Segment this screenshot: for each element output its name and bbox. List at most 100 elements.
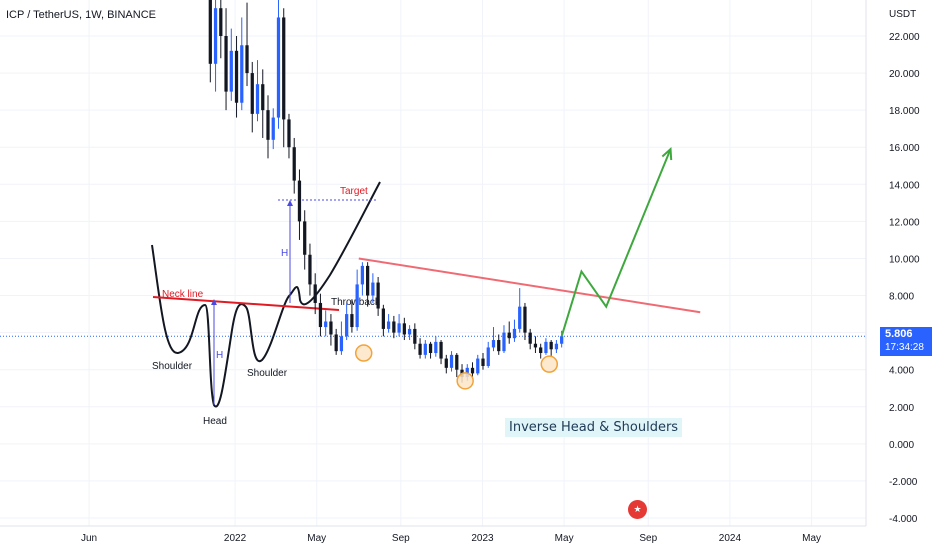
y-tick-label: 14.000 xyxy=(889,180,920,191)
inset-arrow-up-icon xyxy=(287,200,293,206)
x-tick-label: Jun xyxy=(81,533,97,544)
time-grid xyxy=(88,0,813,526)
candle-body xyxy=(386,321,391,329)
candle-body xyxy=(245,45,249,74)
pattern-overlays[interactable] xyxy=(354,146,701,390)
last-price-value: 5.806 xyxy=(885,328,913,341)
candle-body xyxy=(334,334,338,352)
projection-path xyxy=(560,148,672,337)
y-tick-label: 10.000 xyxy=(889,254,920,265)
candle-body xyxy=(287,119,291,148)
candle-series[interactable] xyxy=(208,0,564,383)
candle-body xyxy=(229,50,233,92)
y-tick-label: 22.000 xyxy=(889,32,920,43)
x-tick-label: 2023 xyxy=(471,533,494,544)
candle-body xyxy=(512,328,517,339)
candle-body xyxy=(507,332,511,339)
candle-body xyxy=(213,8,218,64)
inset-arrow-up-icon xyxy=(211,299,217,305)
candle-body xyxy=(392,321,396,333)
candle-body xyxy=(418,343,422,355)
candle-body xyxy=(444,358,448,368)
candle-body xyxy=(360,265,365,285)
inset-left-shoulder-label: Shoulder xyxy=(152,361,193,372)
candle-body xyxy=(266,110,270,140)
candle-body xyxy=(297,180,302,222)
us-flag-icon[interactable]: ★ xyxy=(628,500,647,519)
candle-body xyxy=(345,314,349,337)
inset-right-shoulder-label: Shoulder xyxy=(247,368,288,379)
candle-body xyxy=(255,84,260,114)
candle-body xyxy=(523,306,527,333)
candle-body xyxy=(481,358,485,366)
candle-body xyxy=(455,354,459,370)
candle-body xyxy=(224,36,228,92)
inset-height-a-label: H xyxy=(216,350,223,361)
price-axis-labels: 22.000 20.000 18.000 16.000 14.000 12.000 10.0… xyxy=(889,32,920,525)
inset-neckline xyxy=(152,296,340,311)
candle-body xyxy=(261,84,265,111)
candle-body xyxy=(292,147,296,181)
candle-body xyxy=(355,284,359,328)
y-tick-label: 2.000 xyxy=(889,403,914,414)
candle-body xyxy=(549,341,553,350)
pattern-caption: Inverse Head & Shoulders xyxy=(505,418,683,437)
candle-body xyxy=(308,254,312,285)
x-tick-label: May xyxy=(307,533,326,544)
last-price-badge: 5.806 17:34:28 xyxy=(880,327,932,357)
candle-body xyxy=(318,302,323,328)
candle-body xyxy=(476,358,480,374)
candle-body xyxy=(533,343,538,348)
candle-body xyxy=(502,332,506,352)
y-tick-label: -2.000 xyxy=(889,477,918,488)
y-tick-label: 16.000 xyxy=(889,143,920,154)
inset-height-b-label: H xyxy=(281,248,288,259)
candle-body xyxy=(539,347,543,354)
x-tick-label: Sep xyxy=(639,533,657,544)
x-tick-label: Sep xyxy=(392,533,410,544)
pattern-marker-circle xyxy=(456,372,474,390)
y-tick-label: 18.000 xyxy=(889,106,920,117)
candle-body xyxy=(208,0,212,64)
bar-countdown: 17:34:28 xyxy=(885,342,924,354)
candle-body xyxy=(518,306,522,329)
y-tick-label: -4.000 xyxy=(889,514,918,525)
x-tick-label: 2024 xyxy=(719,533,742,544)
candle-body xyxy=(366,265,370,296)
candle-body xyxy=(497,340,501,352)
candle-body xyxy=(470,367,475,374)
candle-body xyxy=(397,323,401,333)
x-tick-label: 2022 xyxy=(224,533,247,544)
candle-body xyxy=(439,341,443,359)
price-grid xyxy=(0,35,866,519)
y-tick-label: 4.000 xyxy=(889,366,914,377)
candle-body xyxy=(449,354,454,368)
candle-body xyxy=(250,73,254,114)
candle-body xyxy=(428,343,433,354)
x-tick-label: May xyxy=(802,533,821,544)
candle-body xyxy=(544,341,548,354)
pattern-marker-circle xyxy=(540,355,559,373)
inset-target-label: Target xyxy=(340,186,368,197)
candle-body xyxy=(350,314,354,328)
candle-body xyxy=(271,117,275,140)
candle-body xyxy=(303,221,307,255)
candle-body xyxy=(381,308,385,329)
currency-label: USDT xyxy=(889,9,916,20)
pattern-marker-circle xyxy=(354,344,373,362)
candle-body xyxy=(324,321,328,328)
x-tick-label: May xyxy=(555,533,574,544)
candle-body xyxy=(402,323,406,335)
projection-arrowhead-icon xyxy=(661,146,673,161)
candle-body xyxy=(234,50,239,103)
y-tick-label: 8.000 xyxy=(889,292,914,303)
candle-body xyxy=(554,343,559,350)
inset-price-curve xyxy=(151,181,381,408)
y-tick-label: 12.000 xyxy=(889,217,920,228)
candle-body xyxy=(491,340,496,348)
candle-body xyxy=(276,17,281,118)
neckline-trendline xyxy=(358,257,701,314)
inset-neckline-label: Neck line xyxy=(162,289,204,300)
